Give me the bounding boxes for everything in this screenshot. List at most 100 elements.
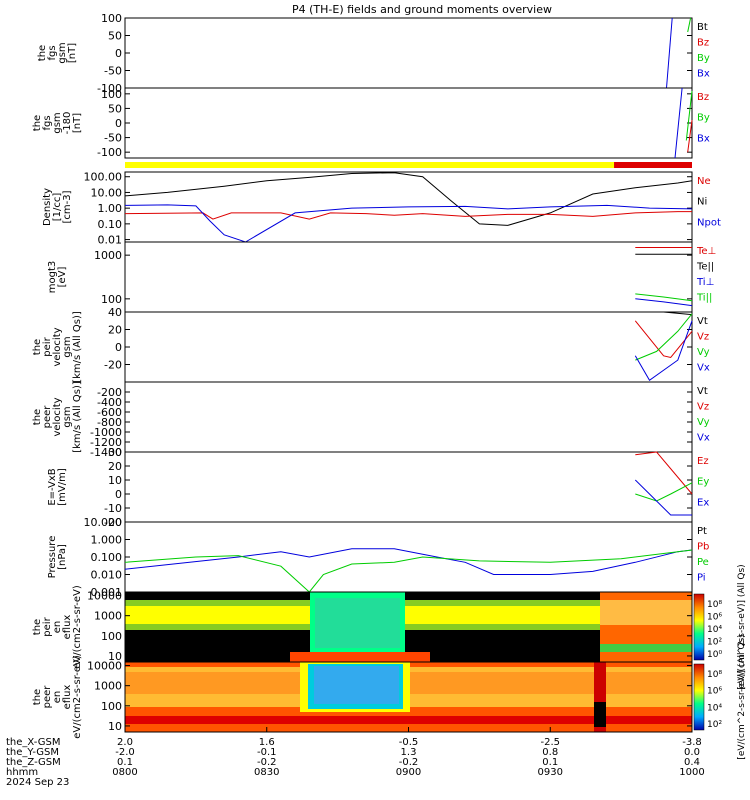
legend-entry: Pi — [697, 573, 706, 584]
x-tick-label: 2.0 — [117, 737, 133, 748]
series-line-vt — [635, 311, 693, 316]
y-tick-label: -800 — [97, 416, 122, 429]
y-axis-label: Density — [42, 188, 53, 226]
y-axis-label: [nT] — [67, 43, 78, 63]
y-tick-label: 20 — [108, 324, 122, 337]
colorbar-tick-label: 10⁸ — [707, 600, 722, 610]
colorbar — [693, 663, 705, 731]
y-axis-label: [eV] — [57, 267, 68, 288]
y-axis-label: peer — [42, 685, 53, 709]
series-line-ne — [124, 211, 692, 220]
y-axis-label: [km/s (All Qs)] — [72, 311, 83, 383]
x-tick-label: -0.1 — [257, 747, 277, 758]
series-line-ey — [635, 482, 693, 502]
x-axis-row-label: the_Y-GSM — [6, 747, 59, 758]
y-tick-label: 100 — [101, 630, 122, 643]
y-axis-label: [km/s (All Qs)] — [72, 381, 83, 453]
y-tick-label: -600 — [97, 406, 122, 419]
y-tick-label: 20 — [108, 460, 122, 473]
x-tick-label: -3.8 — [682, 737, 702, 748]
panel-frame — [124, 451, 693, 523]
x-tick-label: 0.1 — [542, 757, 558, 768]
date-label: 2024 Sep 23 — [6, 777, 69, 788]
y-tick-label: 100.00 — [84, 171, 123, 184]
legend-entry: Ni — [697, 197, 707, 208]
y-tick-label: -1200 — [90, 436, 122, 449]
y-tick-label: 10 — [108, 474, 122, 487]
y-axis-label: gsm — [62, 406, 73, 427]
y-tick-label: 10000 — [87, 660, 122, 673]
legend-entry: Te⊥ — [696, 246, 716, 257]
y-axis-label: eflux — [62, 685, 73, 710]
y-axis-label: peer — [42, 405, 53, 429]
y-tick-label: 100 — [101, 293, 122, 306]
series-line-ni — [124, 172, 693, 226]
y-tick-label: 40 — [108, 306, 122, 319]
y-axis-label: the — [32, 339, 43, 355]
heatmap-band — [290, 652, 430, 662]
y-tick-label: 1000 — [94, 610, 122, 623]
y-axis-label: fgs — [42, 115, 53, 130]
y-axis-label: fgs — [47, 45, 58, 60]
y-axis-label: [nT] — [72, 113, 83, 133]
x-tick-label: -0.2 — [257, 757, 277, 768]
y-tick-label: -20 — [104, 359, 122, 372]
colorbar-tick-label: 10⁴ — [707, 625, 722, 635]
y-axis-label: en — [52, 621, 63, 634]
legend-entry: Pe — [697, 557, 709, 568]
y-axis-label: [1/cc] — [52, 193, 63, 222]
x-tick-label: 0.1 — [117, 757, 133, 768]
legend-entry: Ne — [697, 176, 711, 187]
x-tick-label: 0.8 — [542, 747, 558, 758]
y-tick-label: 0 — [115, 341, 122, 354]
y-axis-label: [cm-3] — [62, 190, 73, 223]
series-line-ez — [635, 451, 693, 495]
y-tick-label: 1000 — [94, 680, 122, 693]
legend-entry: Ti⊥ — [696, 277, 714, 288]
series-line-npot — [124, 204, 693, 243]
legend-entry: Vt — [697, 386, 708, 397]
x-tick-label: 0800 — [112, 767, 137, 778]
y-tick-label: -100 — [97, 146, 122, 159]
y-tick-label: 0.100 — [91, 551, 123, 564]
y-tick-label: 10000 — [87, 590, 122, 603]
series-line-pe — [124, 549, 693, 593]
series-line-pi — [124, 548, 693, 575]
y-tick-label: 0.001 — [91, 586, 123, 599]
y-tick-label: -1000 — [90, 426, 122, 439]
y-tick-label: -200 — [97, 386, 122, 399]
y-axis-label: the — [32, 409, 43, 425]
series-line-bz — [687, 120, 693, 153]
x-tick-label: -0.2 — [399, 757, 419, 768]
x-axis-row-label: hhmm — [6, 767, 38, 778]
y-axis-label: gsm — [52, 112, 63, 133]
x-tick-label: -0.5 — [399, 737, 419, 748]
heatmap-band — [594, 702, 606, 727]
y-axis-label: en — [52, 691, 63, 704]
y-axis-label: peir — [42, 336, 53, 356]
legend-entry: Vt — [697, 316, 708, 327]
legend-entry: Vy — [697, 417, 710, 428]
x-tick-label: 1.6 — [259, 737, 275, 748]
legend-entry: Pt — [697, 526, 707, 537]
y-tick-label: 1000 — [94, 249, 122, 262]
y-tick-label: 1.000 — [91, 534, 123, 547]
y-axis-label: mogt3 — [47, 261, 58, 294]
legend-entry: Vz — [697, 402, 709, 413]
series-line-bx — [666, 17, 673, 89]
legend-entry: Bz — [697, 92, 709, 103]
legend-entry: Vz — [697, 332, 709, 343]
y-tick-label: 100 — [101, 12, 122, 25]
series-line-bx — [674, 87, 683, 159]
colorbar-label: [eV/(cm^2-s-sr-eV)] (All Qs) — [737, 634, 747, 759]
colorbar-tick-label: 10² — [707, 638, 722, 648]
x-tick-label: 1.3 — [401, 747, 417, 758]
y-tick-label: 30 — [108, 446, 122, 459]
y-tick-label: -400 — [97, 396, 122, 409]
legend-entry: Ex — [697, 497, 709, 508]
panel-frame — [124, 241, 693, 313]
y-axis-label: the — [32, 619, 43, 635]
series-line-ti — [635, 298, 693, 307]
y-tick-label: 0 — [115, 117, 122, 130]
legend-entry: By — [697, 113, 710, 124]
